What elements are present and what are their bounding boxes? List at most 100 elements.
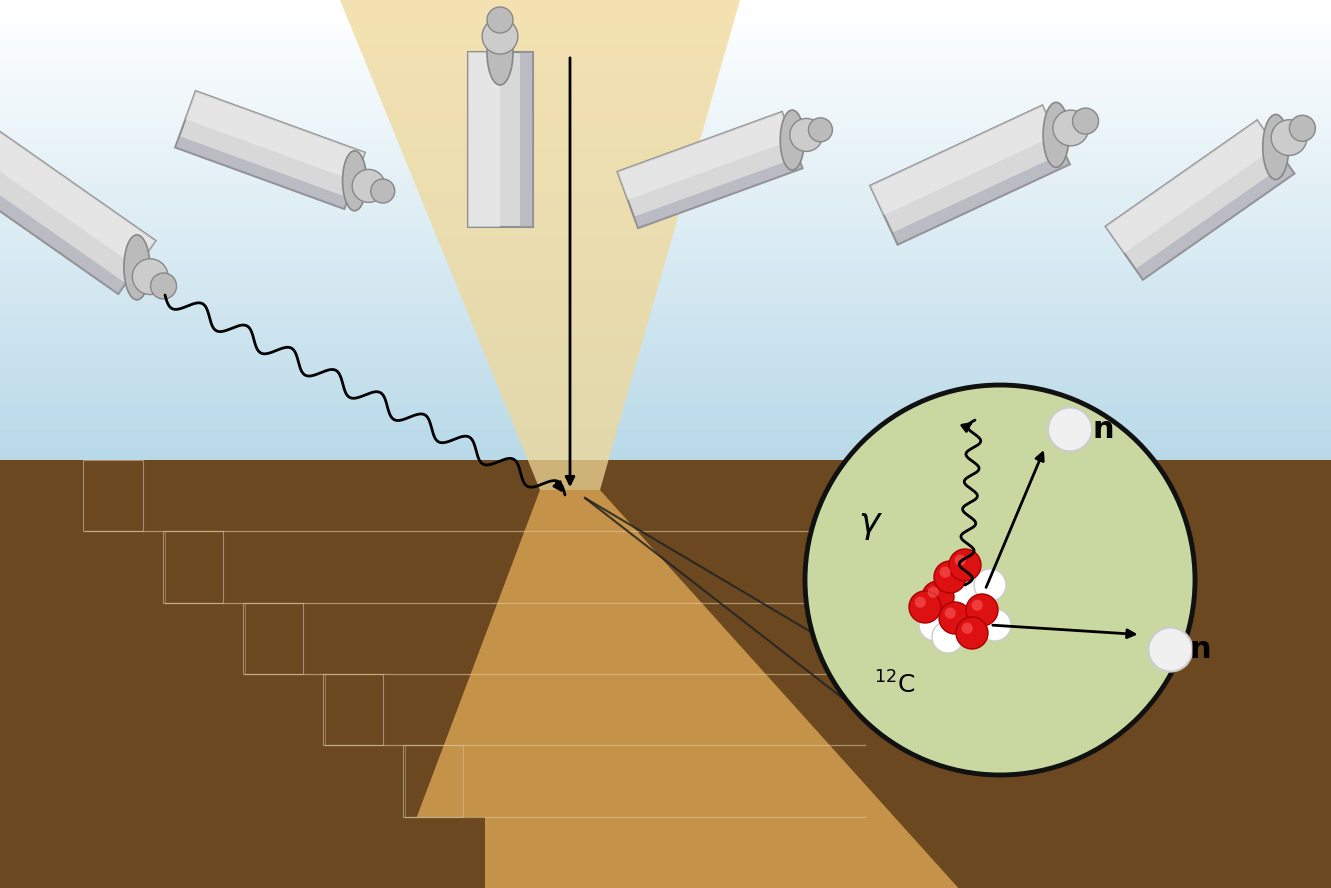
Bar [0,276,1331,285]
Circle shape [805,385,1195,775]
Polygon shape [467,52,532,227]
Polygon shape [618,112,792,200]
Polygon shape [176,91,365,209]
Bar [0,8,1331,16]
Bar [0,376,1331,385]
Circle shape [940,567,950,578]
Bar [0,261,1331,269]
Ellipse shape [1271,120,1307,155]
Bar [0,299,1331,307]
Bar [0,192,1331,201]
Bar [0,161,1331,170]
Text: $^{12}$C: $^{12}$C [874,671,916,699]
Polygon shape [892,153,1070,244]
Bar [0,337,1331,346]
Circle shape [974,569,1006,601]
Bar [0,0,1331,9]
Circle shape [934,561,966,593]
Polygon shape [618,112,803,228]
Bar [0,603,245,674]
Bar [0,146,1331,155]
Polygon shape [0,126,156,294]
Circle shape [922,581,954,613]
Circle shape [972,599,982,611]
Bar [0,169,1331,178]
Polygon shape [0,126,156,267]
Circle shape [966,594,998,626]
Circle shape [961,622,973,634]
Circle shape [918,609,952,641]
Bar [0,445,1331,454]
Bar [0,817,484,888]
Ellipse shape [1073,108,1098,134]
Bar [0,429,1331,438]
Ellipse shape [487,20,512,85]
Ellipse shape [353,170,385,202]
Ellipse shape [487,7,512,33]
Bar [0,53,1331,62]
Polygon shape [519,52,532,227]
Bar [0,437,1331,446]
Bar [0,407,1331,415]
Bar [0,674,325,745]
Bar [0,391,1331,400]
Bar [0,745,405,817]
Bar [0,460,1331,888]
Bar [0,422,1331,431]
Circle shape [954,555,966,566]
Bar [0,31,1331,39]
Bar [958,460,1331,888]
Bar [0,123,1331,131]
Bar [0,253,1331,262]
Circle shape [928,587,938,598]
Ellipse shape [808,118,832,142]
Bar [0,207,1331,216]
Bar [0,69,1331,77]
Polygon shape [1135,163,1295,280]
Bar [0,353,1331,361]
Polygon shape [870,106,1070,244]
Text: $\gamma$: $\gamma$ [857,508,882,542]
Ellipse shape [1263,115,1288,179]
Bar [0,199,1331,208]
Ellipse shape [124,234,150,300]
Circle shape [932,621,964,653]
Bar [0,460,85,531]
Circle shape [938,602,972,634]
Polygon shape [176,136,349,209]
Bar [0,368,1331,377]
Bar [0,230,1331,239]
Ellipse shape [132,258,168,295]
Polygon shape [1106,120,1295,280]
Bar [0,154,1331,162]
Ellipse shape [342,151,366,210]
Bar [0,115,1331,123]
Ellipse shape [150,273,177,299]
Circle shape [1047,408,1091,451]
Bar [0,99,1331,108]
Text: n: n [1190,635,1211,664]
Bar [0,222,1331,231]
Bar [0,131,1331,139]
Polygon shape [185,91,365,181]
Ellipse shape [1044,102,1069,167]
Bar [0,268,1331,277]
Bar [0,291,1331,300]
Bar [0,384,1331,392]
Ellipse shape [1290,115,1315,141]
Bar [0,531,165,603]
Bar [403,745,463,817]
Bar [0,107,1331,116]
Ellipse shape [780,110,804,170]
Circle shape [914,597,926,607]
Polygon shape [467,52,500,227]
Bar [0,414,1331,423]
Circle shape [949,549,981,581]
Bar [0,283,1331,292]
Circle shape [949,574,981,606]
Bar [0,46,1331,55]
Bar [83,460,142,531]
Bar [0,38,1331,47]
Ellipse shape [1053,110,1089,146]
Bar [0,76,1331,85]
